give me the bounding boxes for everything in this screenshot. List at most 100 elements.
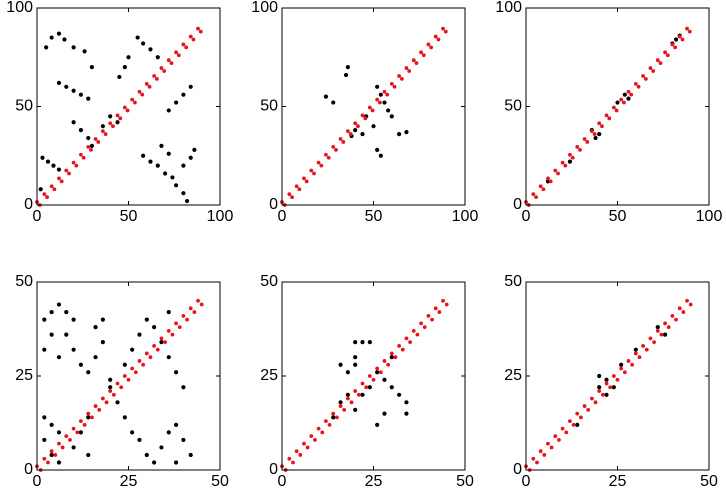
data-point bbox=[375, 370, 380, 375]
x-tick-label: 50 bbox=[700, 473, 718, 490]
data-point bbox=[316, 426, 321, 431]
data-point bbox=[677, 306, 682, 311]
data-point bbox=[389, 355, 394, 360]
data-point bbox=[597, 121, 602, 126]
data-point bbox=[82, 422, 87, 427]
y-tick-label: 50 bbox=[15, 273, 33, 290]
data-point bbox=[40, 155, 45, 160]
data-point bbox=[367, 340, 372, 345]
y-tick-label: 100 bbox=[251, 0, 278, 16]
data-point bbox=[619, 362, 624, 367]
data-point bbox=[397, 74, 402, 78]
data-point bbox=[597, 385, 602, 390]
data-point bbox=[585, 140, 590, 144]
data-point bbox=[104, 400, 109, 405]
data-point bbox=[389, 351, 394, 356]
data-point bbox=[356, 392, 361, 397]
data-point bbox=[367, 385, 372, 390]
data-point bbox=[78, 128, 84, 133]
data-point bbox=[345, 392, 350, 397]
data-point bbox=[331, 144, 336, 149]
data-point bbox=[568, 152, 572, 157]
data-point bbox=[166, 309, 171, 315]
y-tick-label: 0 bbox=[24, 461, 33, 478]
data-point bbox=[324, 152, 328, 157]
axes-border bbox=[36, 281, 221, 471]
data-point bbox=[622, 370, 627, 375]
data-point bbox=[444, 302, 449, 307]
data-point bbox=[685, 298, 689, 303]
data-point bbox=[108, 377, 113, 382]
x-tick-label: 25 bbox=[365, 473, 383, 490]
data-point bbox=[411, 58, 416, 63]
data-point bbox=[622, 92, 627, 97]
axes-frame bbox=[282, 8, 465, 205]
data-point bbox=[399, 77, 404, 81]
data-point bbox=[382, 411, 387, 416]
data-point bbox=[338, 137, 343, 141]
data-point bbox=[600, 124, 604, 129]
data-point bbox=[633, 81, 638, 86]
data-point bbox=[173, 183, 179, 188]
data-point bbox=[56, 31, 62, 36]
data-point bbox=[378, 92, 383, 97]
data-point bbox=[327, 422, 332, 427]
data-point bbox=[655, 325, 660, 330]
data-point bbox=[560, 426, 565, 431]
data-point bbox=[611, 374, 616, 378]
data-point bbox=[608, 385, 613, 390]
y-tick-label: 50 bbox=[504, 273, 522, 290]
data-point bbox=[51, 163, 56, 168]
data-point bbox=[71, 88, 76, 93]
data-point bbox=[166, 108, 171, 113]
data-point bbox=[71, 120, 76, 125]
data-point bbox=[86, 415, 91, 420]
data-point bbox=[673, 37, 679, 42]
data-point bbox=[648, 66, 653, 70]
data-point bbox=[111, 124, 115, 129]
data-point bbox=[144, 81, 149, 86]
data-point bbox=[666, 325, 671, 330]
data-point bbox=[641, 74, 646, 78]
data-point bbox=[687, 29, 692, 34]
data-point bbox=[375, 84, 380, 89]
data-point bbox=[564, 430, 569, 435]
data-point bbox=[176, 53, 181, 58]
data-point bbox=[426, 42, 431, 47]
x-tick-label: 50 bbox=[365, 208, 383, 225]
data-point bbox=[122, 415, 127, 420]
data-point bbox=[126, 55, 131, 60]
data-point bbox=[681, 310, 686, 314]
data-point bbox=[604, 377, 609, 382]
data-point bbox=[137, 89, 142, 94]
data-point bbox=[56, 80, 62, 85]
axes-frame bbox=[282, 282, 465, 470]
data-point bbox=[538, 449, 543, 454]
data-point bbox=[152, 460, 157, 465]
x-tick-label: 50 bbox=[609, 208, 627, 225]
y-tick-label: 0 bbox=[513, 196, 522, 213]
data-point bbox=[375, 147, 380, 152]
data-point bbox=[386, 108, 391, 113]
y-tick-label: 0 bbox=[24, 196, 33, 213]
data-point bbox=[42, 415, 47, 420]
data-point bbox=[170, 332, 175, 337]
data-point bbox=[677, 34, 682, 39]
y-tick-label: 50 bbox=[260, 273, 278, 290]
data-point bbox=[57, 176, 61, 181]
data-point bbox=[52, 187, 57, 192]
data-point bbox=[75, 430, 80, 435]
data-point bbox=[338, 400, 343, 405]
data-point bbox=[545, 179, 551, 184]
data-point bbox=[137, 359, 142, 363]
data-point bbox=[148, 159, 153, 164]
data-point bbox=[185, 317, 189, 322]
data-point bbox=[184, 45, 189, 50]
data-point bbox=[130, 347, 135, 352]
data-point bbox=[419, 50, 423, 55]
data-point bbox=[404, 400, 409, 405]
data-point bbox=[367, 105, 372, 110]
axes-border bbox=[525, 7, 710, 206]
data-point bbox=[597, 389, 602, 393]
